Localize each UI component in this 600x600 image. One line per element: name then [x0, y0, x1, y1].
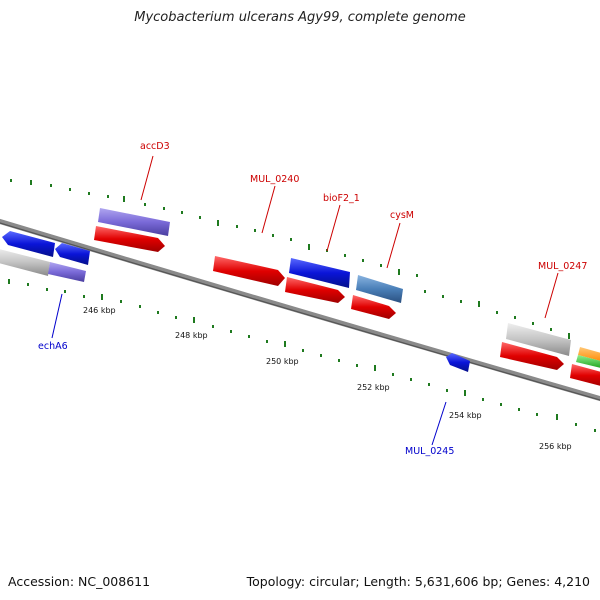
feature-echA6[interactable] — [0, 231, 90, 282]
outer-tick-row — [10, 179, 570, 339]
scale-label: 246 kbp — [83, 306, 116, 315]
gene-label-bioF2_1: bioF2_1 — [323, 193, 360, 204]
feature-bioF2_1[interactable] — [285, 258, 350, 303]
map-title: Mycobacterium ulcerans Agy99, complete g… — [134, 10, 466, 25]
label-leader-lines — [51, 155, 559, 446]
gene-label-accD3: accD3 — [140, 141, 170, 152]
gene-label-MUL_0247: MUL_0247 — [538, 261, 587, 272]
feature-MUL_0247[interactable] — [500, 323, 571, 370]
gene-label-MUL_0245: MUL_0245 — [405, 446, 454, 457]
scale-label: 254 kbp — [449, 411, 482, 420]
genome-summary-label: Topology: circular; Length: 5,631,606 bp… — [246, 574, 590, 589]
feature-right-edge-cluster[interactable] — [570, 347, 600, 387]
feature-MUL_0240[interactable] — [213, 256, 285, 286]
genome-backbone — [0, 218, 600, 402]
scale-label: 252 kbp — [357, 383, 390, 392]
accession-label: Accession: NC_008611 — [8, 574, 151, 589]
gene-label-cysM: cysM — [390, 210, 414, 221]
scale-label: 248 kbp — [175, 331, 208, 340]
feature-cysM[interactable] — [351, 275, 403, 319]
feature-accD3[interactable] — [94, 208, 170, 252]
feature-MUL_0245[interactable] — [446, 353, 470, 372]
gene-label-MUL_0240: MUL_0240 — [250, 174, 299, 185]
inner-tick-row — [8, 279, 596, 432]
scale-label: 256 kbp — [539, 442, 572, 451]
gene-label-echA6: echA6 — [38, 341, 68, 352]
scale-label: 250 kbp — [266, 357, 299, 366]
